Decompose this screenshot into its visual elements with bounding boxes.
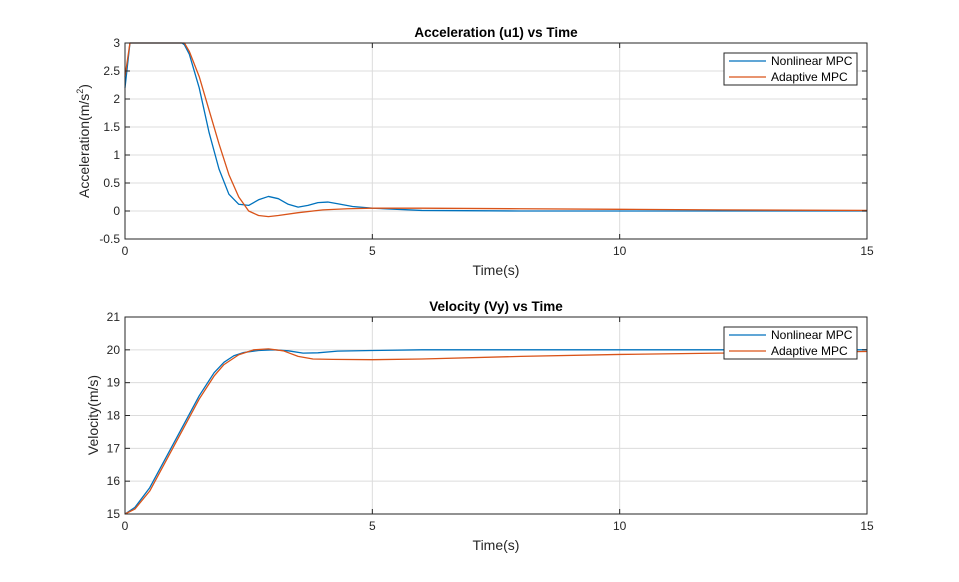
acceleration-y-label-superscript: 2 [75, 89, 85, 94]
acceleration-y-label-main: Acceleration(m/s [76, 94, 92, 198]
velocity-grid [124, 316, 868, 515]
velocity-legend: Nonlinear MPC Adaptive MPC [723, 326, 858, 360]
y-tick-label: 20 [107, 343, 121, 357]
velocity-plot: 0 5 10 15 15 16 17 18 19 20 21 Velocity (Vy) vs Ti… [85, 299, 874, 553]
x-tick-label: 15 [860, 519, 874, 533]
y-tick-label: 1 [113, 148, 120, 162]
velocity-lines [124, 348, 868, 515]
velocity-y-axis-label: Velocity(m/s) [85, 375, 101, 455]
legend-nonlinear-label: Nonlinear MPC [771, 328, 853, 342]
x-tick-label: 0 [122, 519, 129, 533]
acceleration-plot: 0 5 10 15-0.500.511.522.53 Acceleration (u1… [75, 25, 874, 278]
y-tick-label: 15 [107, 507, 121, 521]
acceleration-legend: Nonlinear MPC Adaptive MPC [723, 52, 858, 86]
x-tick-label: 10 [613, 244, 627, 258]
series-nonlinear-mpc-line [124, 349, 867, 515]
x-tick-label: 15 [860, 244, 874, 258]
acceleration-x-axis-label: Time(s) [473, 262, 520, 278]
acceleration-y-axis-label: Acceleration(m/s2) [75, 84, 92, 198]
velocity-x-axis-label: Time(s) [473, 537, 520, 553]
velocity-chart-title: Velocity (Vy) vs Time [429, 299, 563, 314]
y-tick-label: 0 [113, 204, 120, 218]
series-adaptive-mpc-line [124, 42, 868, 218]
y-tick-label: 0.5 [103, 176, 120, 190]
x-tick-label: 0 [122, 244, 129, 258]
x-tick-label: 10 [613, 519, 627, 533]
velocity-ticks: 0 5 10 15 15 16 17 18 19 20 21 [107, 310, 874, 533]
y-tick-label: 18 [107, 409, 121, 423]
series-adaptive-mpc-line [124, 348, 868, 515]
acceleration-chart-title: Acceleration (u1) vs Time [414, 25, 578, 40]
y-tick-label: 16 [107, 474, 121, 488]
legend-adaptive-label: Adaptive MPC [771, 344, 848, 358]
y-tick-label: 21 [107, 310, 121, 324]
velocity-y-label-main: Velocity(m/s) [85, 375, 101, 455]
acceleration-axes-box [124, 42, 868, 240]
acceleration-y-label-end: ) [76, 84, 92, 89]
legend-nonlinear-label: Nonlinear MPC [771, 54, 853, 68]
acceleration-lines [124, 42, 868, 218]
y-tick-label: 3 [113, 36, 120, 50]
y-tick-label: 1.5 [103, 120, 120, 134]
x-tick-label: 5 [369, 244, 376, 258]
y-tick-label: 2.5 [103, 64, 120, 78]
y-tick-label: 2 [113, 92, 120, 106]
y-tick-label: 17 [107, 441, 121, 455]
acceleration-ticks: 0 5 10 15-0.500.511.522.53 [99, 36, 874, 258]
x-tick-label: 5 [369, 519, 376, 533]
y-tick-label: -0.5 [99, 232, 120, 246]
y-tick-label: 19 [107, 376, 121, 390]
legend-adaptive-label: Adaptive MPC [771, 70, 848, 84]
